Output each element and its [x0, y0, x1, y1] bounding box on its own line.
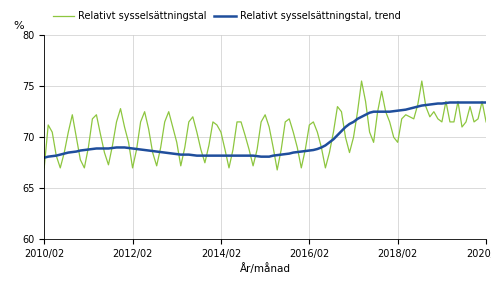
Relativt sysselsättningstal, trend: [41, 156, 47, 159]
Relativt sysselsättningstal: [142, 110, 148, 113]
Relativt sysselsättningstal, trend: [206, 154, 212, 157]
Relativt sysselsättningstal: [274, 168, 280, 172]
Text: %: %: [13, 21, 24, 31]
Relativt sysselsättningstal: [246, 148, 252, 151]
Legend: Relativt sysselsättningstal, Relativt sysselsättningstal, trend: Relativt sysselsättningstal, Relativt sy…: [49, 7, 405, 25]
Relativt sysselsättningstal: [483, 120, 489, 124]
Relativt sysselsättningstal: [206, 144, 212, 147]
Relativt sysselsättningstal: [358, 79, 364, 83]
Relativt sysselsättningstal, trend: [142, 148, 148, 152]
Relativt sysselsättningstal, trend: [447, 101, 453, 104]
Relativt sysselsättningstal, trend: [483, 101, 489, 104]
Relativt sysselsättningstal: [302, 148, 308, 151]
Relativt sysselsättningstal: [475, 117, 481, 121]
Relativt sysselsättningstal: [41, 166, 47, 170]
Relativt sysselsättningstal: [154, 164, 160, 168]
Relativt sysselsättningstal, trend: [154, 150, 160, 153]
Relativt sysselsättningstal, trend: [246, 154, 252, 157]
X-axis label: År/månad: År/månad: [240, 263, 291, 274]
Relativt sysselsättningstal, trend: [471, 101, 477, 104]
Line: Relativt sysselsättningstal: Relativt sysselsättningstal: [44, 81, 486, 170]
Relativt sysselsättningstal, trend: [299, 150, 304, 153]
Line: Relativt sysselsättningstal, trend: Relativt sysselsättningstal, trend: [44, 102, 486, 158]
